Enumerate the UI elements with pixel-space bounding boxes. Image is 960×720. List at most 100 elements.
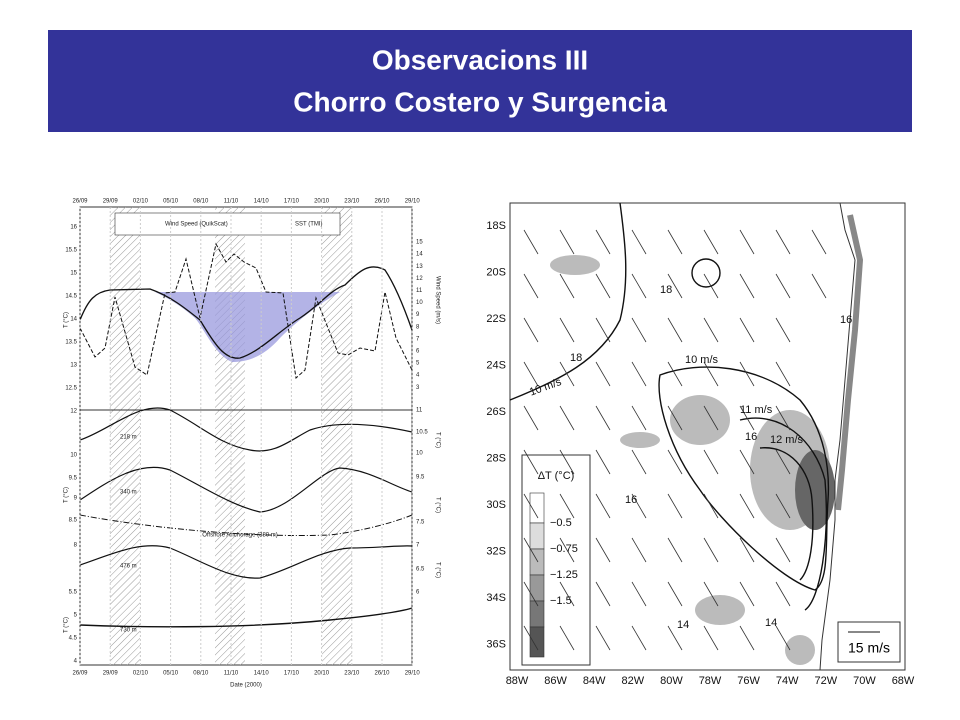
tick-label: 11 [416,288,423,294]
date-label: 11/10 [224,671,239,677]
wind-arrow [703,449,719,475]
wind-contour-label: 10 m/s [685,354,719,366]
wind-arrow [775,625,791,651]
scale-box [837,621,901,663]
wind-arrow [559,581,575,607]
legend-entry: Wind Speed (QuikScat) [165,222,228,228]
wind-arrow [775,229,791,255]
wind-arrow [703,273,719,299]
wind-arrow [811,273,827,299]
legend-level: −1.5 [550,595,572,607]
tick-label: 15.5 [65,248,77,254]
tick-label: 15 [416,240,423,246]
date-label: 20/10 [314,199,330,205]
panel-label: 476 m [120,564,137,570]
wind-arrow [811,229,827,255]
wind-arrow [739,273,755,299]
tick-label: 9.5 [416,475,425,481]
tick-label: 8.5 [69,518,78,524]
date-label: 29/09 [103,199,119,205]
wind-arrow [667,405,683,431]
time-series-figure [79,206,413,666]
tick-label: 7 [416,543,420,549]
latitude-label: 30S [486,499,506,511]
wind-arrow [775,273,791,299]
upwelling-area [155,292,340,362]
wind-arrow [595,625,611,651]
tick-label: 13 [416,264,423,270]
tick-label: 5 [74,613,78,619]
wind-arrow [559,537,575,563]
longitude-label: 80W [660,675,683,687]
wind-arrow [775,449,791,475]
wind-arrow [523,493,539,519]
date-label: 26/09 [72,199,88,205]
wind-arrow [559,405,575,431]
wind-arrow [595,229,611,255]
tick-label: 7 [416,336,420,342]
wind-arrow [595,537,611,563]
tick-label: 6.5 [416,567,425,573]
wind-arrow [631,229,647,255]
legend-box [114,212,341,236]
longitude-label: 74W [776,675,799,687]
legend-level: −1.25 [550,569,578,581]
tick-label: 12.5 [65,386,77,392]
date-label: 26/09 [72,671,88,677]
y-axis-label: T (°C) [64,312,70,328]
map-figure [509,202,906,671]
wind-arrow [703,405,719,431]
temperature-218m [79,407,413,452]
tick-label: 9 [74,496,78,502]
tick-label: 6 [416,348,420,354]
y-axis-label: T (°C) [64,617,70,633]
wind-arrow [523,361,539,387]
tick-label: 13.5 [65,340,77,346]
title-line: Chorro Costero y Surgencia [293,86,667,117]
sst-contour-label: 16 [840,314,852,326]
latitude-label: 34S [486,592,506,604]
y-axis-label: T (°C) [434,432,440,448]
wind-arrow [667,493,683,519]
wind-arrow [523,405,539,431]
legend-scale [529,492,545,658]
tick-label: 9 [416,312,420,318]
date-label: 14/10 [254,671,270,677]
wind-arrow [775,537,791,563]
wind-arrow [595,493,611,519]
wind-arrow [667,361,683,387]
date-label: 05/10 [163,199,179,205]
longitude-label: 72W [814,675,837,687]
wind-arrow [739,229,755,255]
date-label: 29/10 [405,671,421,677]
longitude-label: 86W [544,675,567,687]
tick-label: 10 [416,451,423,457]
latitude-label: 20S [486,266,506,278]
wind-arrow [739,405,755,431]
sst-contour-label: 14 [677,619,689,631]
wind-contour-label: 11 m/s [740,404,773,416]
temperature-340m [79,466,413,513]
date-label: 11/10 [224,199,239,205]
tick-label: 5.5 [69,590,78,596]
wind-contours [509,202,830,611]
legend-level: −0.75 [550,543,578,555]
wind-arrow [595,581,611,607]
tick-label: 4 [416,373,420,379]
wind-arrow [739,317,755,343]
wind-arrow [667,229,683,255]
sst-contour-label: 18 [570,352,582,364]
wind-arrow [775,361,791,387]
latitude-label: 24S [486,359,506,371]
tick-label: 14 [70,317,77,323]
wind-arrow [703,581,719,607]
latitude-label: 22S [486,313,506,325]
wind-arrow [631,493,647,519]
temperature-476m [79,545,413,579]
tick-label: 15 [70,271,77,277]
wind-line [79,242,413,379]
wind-arrow [667,449,683,475]
scale-label: 15 m/s [848,640,890,656]
wind-arrow [667,273,683,299]
